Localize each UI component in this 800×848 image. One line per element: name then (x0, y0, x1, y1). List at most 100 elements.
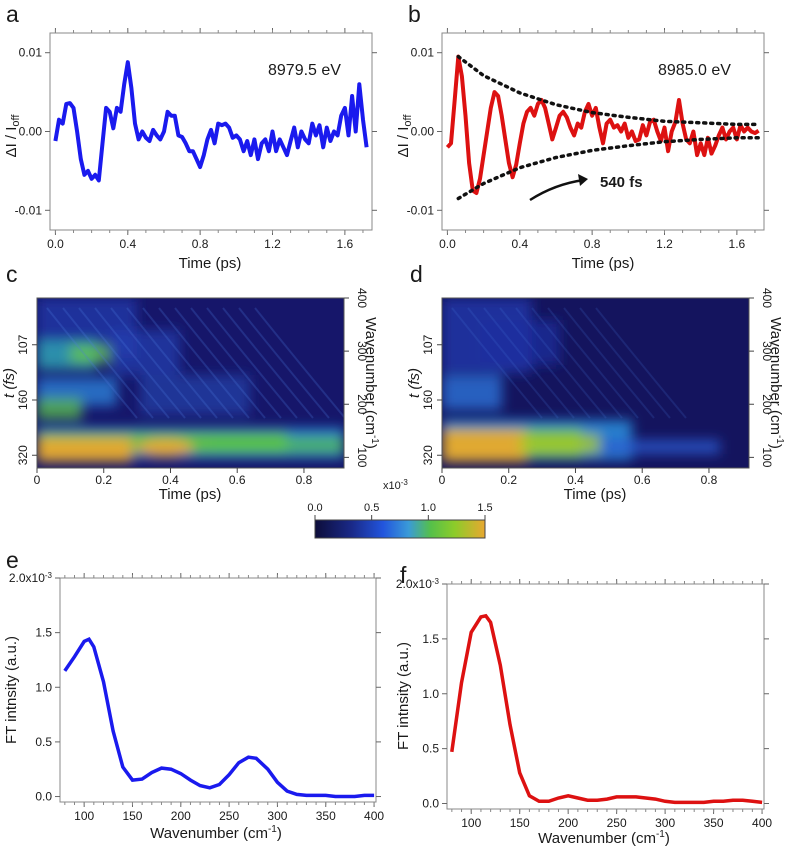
y-tick-label: 0.01 (19, 46, 43, 60)
heatmap-fringe (46, 307, 138, 419)
x-tick-label: 0 (34, 473, 41, 487)
x-tick-label: 250 (219, 809, 239, 823)
colorbar-tick-label: 0.0 (307, 502, 322, 514)
x-tick-label: 0.8 (192, 237, 209, 251)
heatmap-fringe (451, 307, 543, 419)
y-tick-label: 0.01 (411, 46, 435, 60)
x-tick-label: 100 (461, 816, 481, 830)
svg-text:ΔI / Ioff: ΔI / Ioff (3, 114, 22, 158)
x-tick-label: 0.4 (119, 237, 136, 251)
colorbar: 0.0 0.5 1.0 1.5 x10-3 (307, 478, 493, 539)
heatmap-fringe (499, 307, 591, 419)
x-tick-label: 0.8 (296, 473, 313, 487)
colorbar-gradient (314, 519, 486, 539)
decay-time-label: 540 fs (600, 174, 643, 191)
x-tick-label: 100 (74, 809, 94, 823)
x-tick-label: 0.8 (584, 237, 601, 251)
svg-text:t (fs): t (fs) (1, 368, 18, 398)
heatmap-fringes-d (451, 307, 687, 419)
y-right-tick-label: 100 (355, 447, 369, 467)
y-right-label-c-main: Wavenumber (cm (362, 317, 379, 435)
y-right-label-c-close: ) (362, 444, 379, 449)
x-tick-label: 150 (510, 816, 530, 830)
heatmap-d (442, 298, 749, 468)
x-tick-label: 300 (655, 816, 675, 830)
y-left-tick-label: 320 (16, 445, 30, 465)
panel-letter-f: f (400, 562, 407, 588)
x-label-e-sup: -1 (268, 824, 277, 835)
y-left-tick-label: 160 (421, 390, 435, 410)
heatmap-fringe (78, 307, 170, 419)
heatmap-fringe (142, 307, 234, 419)
x-tick-label: 250 (607, 816, 627, 830)
y-right-tick-label: 400 (760, 288, 774, 308)
heatmap-fringe (206, 307, 298, 419)
y-right-tick-label: 300 (355, 341, 369, 361)
x-tick-label: 200 (171, 809, 191, 823)
energy-label-a: 8979.5 eV (268, 62, 341, 79)
y-axis-label-b: ΔI / Ioff (395, 114, 414, 158)
y-tick-label: 1.0 (35, 680, 52, 694)
y-axis-right-label-c: Wavenumber (cm-1) (362, 317, 380, 449)
panel-letter-c: c (6, 261, 18, 287)
x-tick-label: 0.6 (229, 473, 246, 487)
upper-envelope-line (456, 54, 761, 127)
y-left-tick-label: 107 (421, 334, 435, 354)
heatmap-fringe (238, 307, 330, 419)
heatmap-fringe (62, 307, 154, 419)
heatmap-fringe (222, 307, 314, 419)
y-tick-label: 0.5 (422, 742, 439, 756)
panel-a: a 0.0 0.4 0.8 1.2 1.6 0.01 0.00 -0.01 8979.5 eV… (3, 1, 377, 272)
y-right-label-d-close: ) (767, 444, 784, 449)
axes-box-d (441, 297, 750, 469)
x-tick-label: 0.6 (634, 473, 651, 487)
x-tick-label: 0.0 (47, 237, 64, 251)
axes-box-f (446, 583, 765, 810)
axes-box-c (36, 297, 345, 469)
ticks-b: 0.0 0.4 0.8 1.2 1.6 0.01 0.00 -0.01 (407, 28, 769, 251)
panel-d: d 0 0.2 0.4 0.6 0.8 400 300 200 100 107 160 320 Tim… (406, 261, 785, 503)
x-tick-label: 0.0 (439, 237, 456, 251)
x-label-e-close: ) (277, 825, 282, 842)
y-tick-exponent: -3 (432, 577, 440, 586)
ticks-c: 0 0.2 0.4 0.6 0.8 400 300 200 100 107 160 320 (16, 288, 369, 487)
colorbar-exp-sup: -3 (401, 478, 409, 487)
panel-letter-b: b (408, 1, 421, 27)
heatmap-fringe (94, 307, 186, 419)
heatmap-fringe (254, 307, 344, 419)
x-tick-label: 400 (364, 809, 384, 823)
panel-c: c 0 0.2 0.4 0.6 0.8 400 300 200 100 107 160 320 Tim… (1, 261, 380, 503)
y-tick-label: 2.0x10-3 (396, 577, 440, 591)
x-tick-label: 0 (439, 473, 446, 487)
x-axis-label-a: Time (ps) (179, 255, 242, 272)
x-tick-label: 400 (752, 816, 772, 830)
y-axis-left-label-c: t (fs) (1, 368, 18, 398)
heatmap-fringe (190, 307, 282, 419)
ticks-d: 0 0.2 0.4 0.6 0.8 400 300 200 100 107 160 320 (421, 288, 774, 487)
x-axis-label-f: Wavenumber (cm-1) (538, 829, 670, 847)
colorbar-ticks: 0.0 0.5 1.0 1.5 (307, 502, 493, 520)
heatmap-fringes-c (46, 307, 344, 419)
svg-text:FT intnsity (a.u.): FT intnsity (a.u.) (395, 642, 412, 750)
y-axis-label-a-sub: off (10, 114, 22, 127)
x-tick-label: 350 (316, 809, 336, 823)
x-tick-label: 1.2 (656, 237, 673, 251)
y-axis-label-b-main: ΔI / I (395, 127, 412, 158)
x-axis-label-c: Time (ps) (159, 486, 222, 503)
y-axis-label-a: ΔI / Ioff (3, 114, 22, 158)
x-label-e-main: Wavenumber (cm (150, 825, 268, 842)
series-line-b (445, 54, 760, 195)
svg-text:Wavenumber (cm-1): Wavenumber (cm-1) (767, 317, 785, 449)
x-tick-label: 1.6 (729, 237, 746, 251)
heatmap-fringe (483, 307, 575, 419)
x-tick-label: 1.2 (264, 237, 281, 251)
x-tick-label: 350 (704, 816, 724, 830)
panel-letter-d: d (410, 261, 423, 287)
svg-text:FT intnsity (a.u.): FT intnsity (a.u.) (3, 636, 20, 744)
x-tick-label: 300 (267, 809, 287, 823)
x-tick-label: 0.8 (701, 473, 718, 487)
panel-letter-e: e (6, 547, 19, 573)
colorbar-exponent: x10-3 (383, 478, 408, 492)
heatmap-fringe (547, 307, 639, 419)
